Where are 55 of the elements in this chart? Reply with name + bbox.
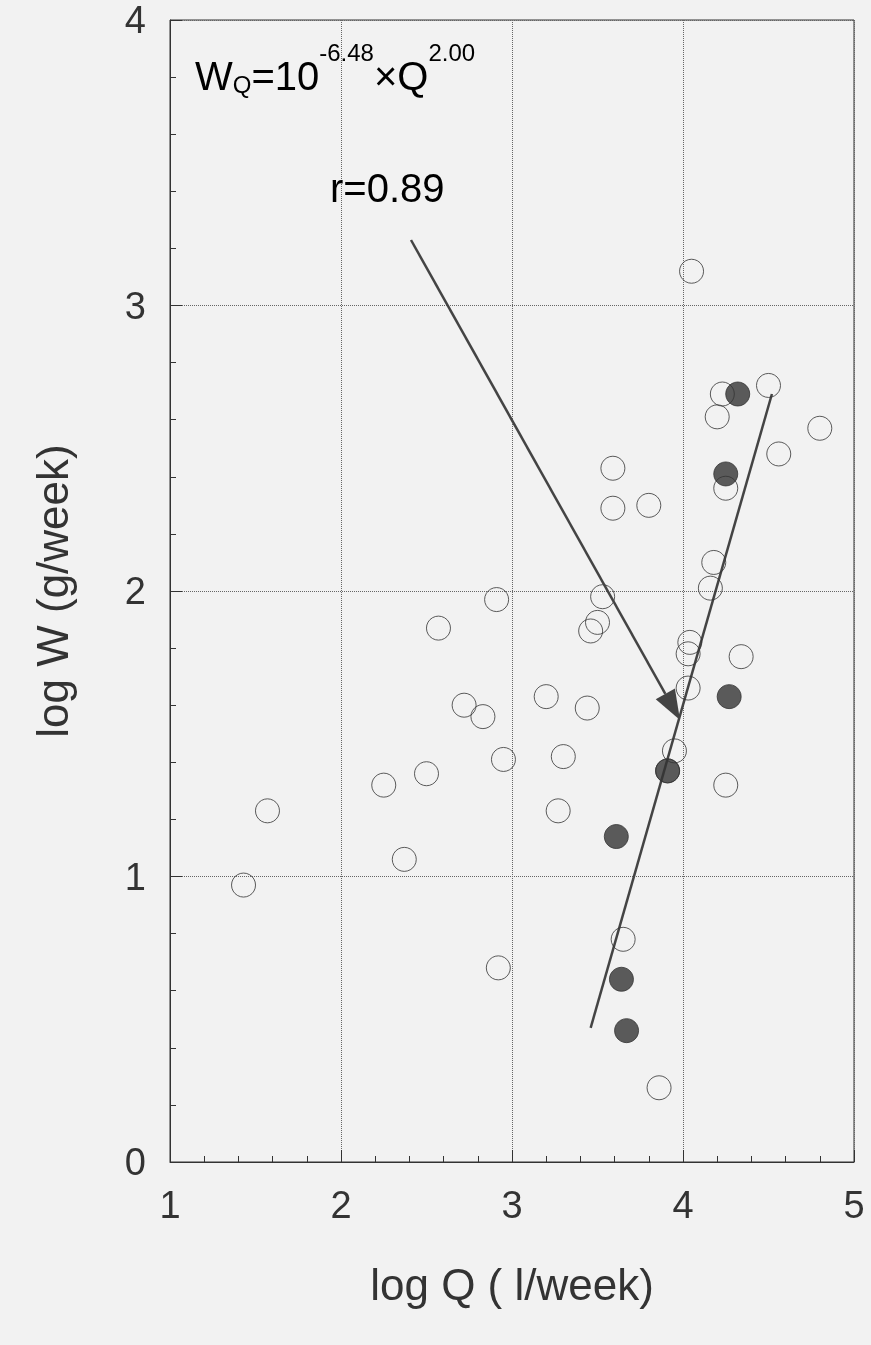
x-axis-title: log Q ( l/week) — [370, 1259, 654, 1309]
point — [484, 587, 510, 613]
point — [713, 772, 739, 798]
y-axis-title: log W (g/week) — [27, 444, 77, 738]
point — [485, 955, 511, 981]
point — [677, 629, 703, 655]
point — [574, 695, 600, 721]
y-tick-label: 0 — [124, 1141, 146, 1183]
point — [725, 381, 751, 407]
x-tick-label: 1 — [159, 1184, 181, 1226]
x-tick-label: 3 — [501, 1184, 523, 1226]
point — [590, 584, 616, 610]
point — [756, 372, 781, 398]
point — [646, 1075, 672, 1101]
point — [713, 461, 739, 487]
y-tick-label: 1 — [124, 855, 146, 898]
y-tick-label: 2 — [124, 570, 146, 612]
point — [766, 441, 792, 467]
point — [636, 492, 662, 518]
point — [414, 761, 439, 787]
point — [716, 684, 742, 710]
point — [807, 415, 833, 441]
point — [231, 872, 257, 898]
point — [533, 684, 559, 710]
x-tick-label: 2 — [330, 1184, 352, 1226]
point — [704, 404, 730, 430]
annotation: r=0.89 — [330, 166, 445, 210]
point — [600, 455, 626, 481]
point — [728, 644, 754, 670]
x-tick-label: 5 — [843, 1184, 865, 1226]
point — [254, 798, 280, 824]
point — [425, 615, 451, 641]
point — [451, 692, 477, 718]
point — [679, 258, 705, 284]
point — [490, 746, 516, 772]
point — [701, 549, 727, 575]
point — [675, 675, 701, 701]
point — [675, 641, 701, 667]
y-tick-label: 4 — [124, 0, 146, 41]
point — [391, 846, 417, 872]
point — [371, 772, 397, 798]
x-tick-label: 4 — [672, 1184, 694, 1226]
y-tick-label: 3 — [124, 284, 146, 327]
point — [610, 926, 636, 952]
point — [608, 966, 634, 992]
point — [603, 824, 629, 850]
point — [697, 575, 723, 601]
point — [661, 738, 687, 764]
point — [585, 609, 610, 635]
point — [550, 744, 576, 770]
point — [614, 1018, 640, 1044]
point — [578, 618, 604, 644]
point — [600, 495, 626, 521]
point — [470, 704, 496, 730]
point — [545, 798, 571, 824]
